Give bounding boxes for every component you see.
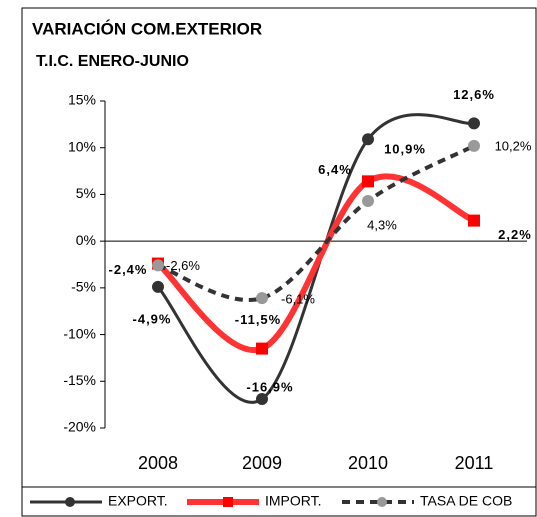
marker: [468, 214, 480, 227]
marker: [256, 342, 268, 355]
data-label: -6,1%: [281, 292, 315, 307]
marker: [152, 280, 164, 293]
data-label: -4,9%: [133, 311, 172, 326]
data-label: 10,2%: [495, 138, 532, 153]
legend-marker: [377, 497, 387, 507]
marker: [256, 393, 268, 406]
chart-frame: [21, 7, 537, 517]
legend: EXPORT. IMPORT. TASA DE COB: [30, 493, 512, 509]
data-label: 12,6%: [453, 87, 495, 102]
chart-title: VARIACIÓN COM.EXTERIOR: [32, 19, 262, 38]
y-tick-label: 0%: [76, 232, 96, 248]
marker: [468, 117, 480, 130]
series-line: [155, 173, 476, 354]
data-label: -11,5%: [235, 312, 281, 327]
legend-label: EXPORT.: [108, 493, 168, 509]
data-label: -16,9%: [246, 379, 293, 394]
data-label: -2,6%: [166, 258, 200, 273]
x-tick-label: 2008: [138, 453, 178, 473]
legend-label: IMPORT.: [265, 493, 322, 509]
y-tick-label: 15%: [68, 92, 96, 108]
y-tick-label: -20%: [63, 419, 96, 435]
legend-marker: [65, 497, 75, 507]
legend-marker: [223, 497, 233, 507]
y-tick-label: 5%: [76, 185, 96, 201]
legend-box: [21, 486, 537, 517]
data-label: 4,3%: [367, 217, 397, 232]
marker: [468, 139, 480, 152]
marker: [362, 194, 374, 207]
y-tick-label: -5%: [71, 279, 96, 295]
x-tick-label: 2010: [348, 453, 388, 473]
legend-label: TASA DE COB: [420, 493, 512, 509]
marker: [362, 133, 374, 146]
y-tick-label: 10%: [68, 138, 96, 154]
data-label: -2,4%: [109, 262, 148, 277]
y-tick-label: -15%: [63, 372, 96, 388]
series-line: [156, 113, 475, 404]
marker: [256, 292, 268, 305]
data-label: 6,4%: [318, 162, 352, 177]
chart-subtitle: T.I.C. ENERO-JUNIO: [36, 53, 189, 70]
x-tick-label: 2011: [455, 453, 494, 473]
data-label: 2,2%: [498, 227, 532, 242]
marker: [152, 259, 164, 272]
data-label: 10,9%: [384, 142, 426, 157]
y-tick-label: -10%: [63, 325, 96, 341]
marker: [362, 175, 374, 188]
x-tick-label: 2009: [242, 453, 282, 473]
